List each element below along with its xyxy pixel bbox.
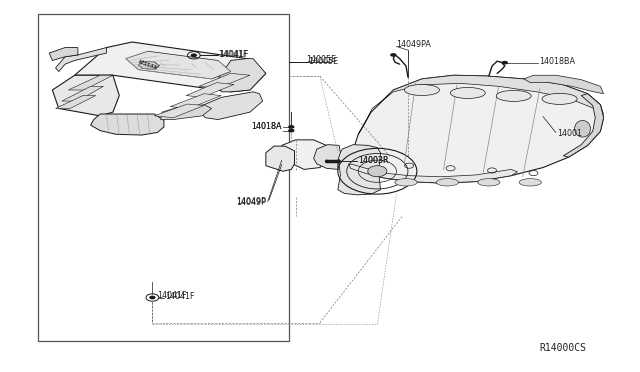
Circle shape: [191, 54, 197, 57]
Text: 14041F: 14041F: [165, 292, 195, 301]
Circle shape: [288, 125, 294, 129]
Polygon shape: [49, 48, 78, 61]
Ellipse shape: [477, 179, 500, 186]
Ellipse shape: [404, 84, 440, 96]
Circle shape: [368, 166, 387, 177]
Polygon shape: [125, 51, 231, 79]
Ellipse shape: [542, 93, 577, 105]
Polygon shape: [314, 145, 340, 169]
Ellipse shape: [436, 179, 459, 186]
Polygon shape: [170, 94, 221, 109]
Ellipse shape: [451, 87, 485, 99]
Polygon shape: [154, 104, 204, 118]
Text: 14018A: 14018A: [252, 122, 282, 131]
Text: 14005E: 14005E: [306, 55, 336, 64]
Circle shape: [390, 53, 396, 57]
Polygon shape: [282, 140, 330, 169]
Polygon shape: [266, 146, 294, 171]
Polygon shape: [199, 73, 250, 88]
Text: 14041F: 14041F: [220, 50, 249, 59]
Ellipse shape: [395, 179, 417, 186]
Text: 14041F: 14041F: [218, 51, 248, 60]
Text: 14005E: 14005E: [308, 57, 339, 66]
Text: 14003R: 14003R: [358, 155, 388, 165]
Text: 14018A: 14018A: [252, 122, 282, 131]
Polygon shape: [56, 96, 96, 109]
Text: R14000CS: R14000CS: [540, 343, 587, 353]
Polygon shape: [91, 114, 164, 135]
Polygon shape: [68, 75, 113, 90]
Text: 14001: 14001: [557, 129, 582, 138]
Polygon shape: [62, 86, 103, 101]
Text: 14049P: 14049P: [236, 197, 266, 206]
Text: 14003R: 14003R: [358, 155, 388, 165]
Polygon shape: [52, 75, 119, 116]
Polygon shape: [349, 164, 518, 183]
Polygon shape: [186, 83, 234, 97]
Circle shape: [149, 296, 156, 299]
Polygon shape: [524, 75, 604, 94]
Polygon shape: [200, 92, 262, 119]
Polygon shape: [349, 75, 604, 183]
Bar: [38, 14, 289, 341]
Text: 14049PA: 14049PA: [396, 41, 431, 49]
Text: 14049P: 14049P: [236, 198, 266, 207]
Polygon shape: [138, 61, 159, 69]
Polygon shape: [218, 59, 266, 92]
Ellipse shape: [519, 179, 541, 186]
Text: NISSAN: NISSAN: [138, 59, 159, 71]
Circle shape: [502, 61, 508, 64]
Polygon shape: [338, 145, 381, 195]
Polygon shape: [161, 105, 212, 119]
Ellipse shape: [496, 90, 531, 102]
Polygon shape: [563, 94, 604, 157]
Polygon shape: [56, 48, 106, 71]
Polygon shape: [358, 75, 604, 134]
Ellipse shape: [575, 121, 591, 137]
Circle shape: [502, 61, 508, 64]
Polygon shape: [75, 42, 266, 92]
Circle shape: [288, 129, 294, 132]
Text: 14041F: 14041F: [157, 291, 187, 300]
Text: 14018BA: 14018BA: [540, 57, 575, 67]
